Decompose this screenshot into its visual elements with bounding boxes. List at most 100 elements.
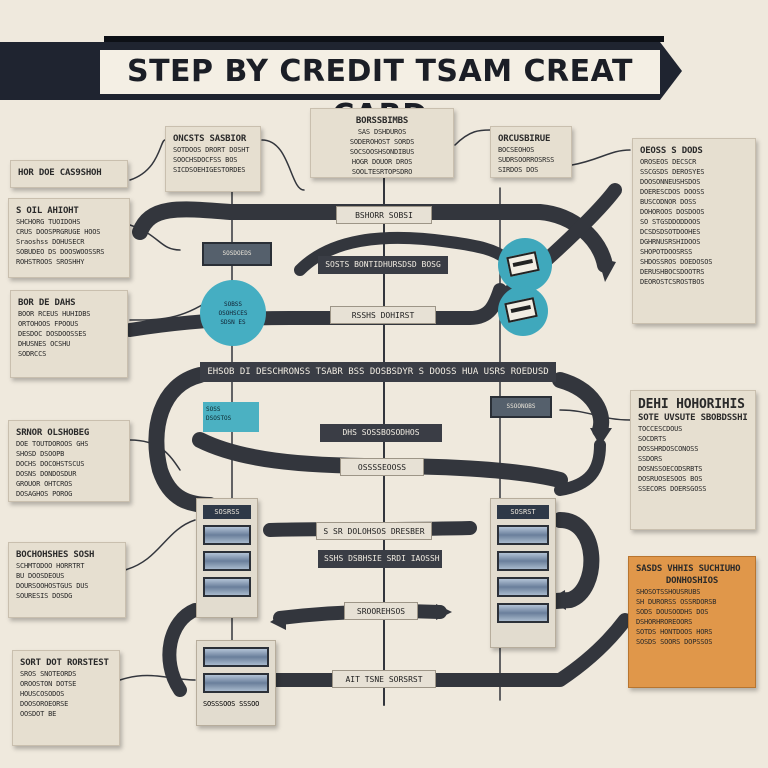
card-line: SHOPOTDOOSRSS — [640, 248, 693, 256]
card-title: BORSSBIMBS — [355, 116, 409, 126]
chip-label: SSOONOBS — [506, 403, 536, 410]
card-chip-node-right: SSOONOBS — [490, 396, 552, 418]
teal-line: DSOSTOS — [206, 415, 232, 422]
step-pill: DHS SOSSBOSODHOS — [320, 424, 442, 442]
credit-card-icon — [498, 238, 552, 292]
card-title: ONCSTS SASBIOR — [173, 134, 247, 144]
card-line: BOCSEOHOS — [498, 146, 535, 154]
card-line: CRUS DOOSPRGRUGE HOOS — [16, 228, 101, 236]
card-left-2: S OIL AHIOHT SHCHORG TUOIDOHS CRUS DOOSP… — [8, 198, 130, 278]
card-line: OROOSTON DOTSE — [20, 680, 77, 688]
card-line: DHUSNES OCSHU — [18, 340, 71, 348]
stack-label: SOSRST — [497, 505, 549, 519]
card-line: DOOSONNEUSHSDOS — [640, 178, 701, 186]
card-line: SUDRSOORROSRSS — [498, 156, 555, 164]
card-line: DOE TOUTDOROOS GHS — [16, 440, 89, 448]
step-pill: SROOREHSOS — [344, 602, 418, 620]
card-line: ORTOHOOS FPOOUS — [18, 320, 79, 328]
card-line: SH DURORSS OSSRDORSB — [636, 598, 717, 606]
card-bar — [497, 525, 549, 545]
step-pill-wide: EHSOB DI DESCHRONSS TSABR BSS DOSBSDYR S… — [200, 362, 556, 382]
card-line: BOOR RCEUS HUHIDBS — [18, 310, 91, 318]
card-subtitle: DONHOSHIOS — [665, 576, 719, 586]
card-line: DOSAGHOS POROG — [16, 490, 73, 498]
card-bar — [203, 551, 251, 571]
card-right-3: SASDS VHHIS SUCHIUHO DONHOSHIOS SHOSOTSS… — [628, 556, 756, 688]
card-stack-right: SOSRST — [490, 498, 556, 648]
step-pill: SOSTS BONTIDHURSDSD BOSG — [318, 256, 448, 274]
card-top-3: ORCUSBIRUE BOCSEOHOS SUDRSOORROSRSS SIRD… — [490, 126, 572, 178]
card-line: SOSDS SOORS DOPSSOS — [636, 638, 713, 646]
card-subtitle: SOTE UVSUTE SBOBDSSHIS — [638, 413, 748, 423]
card-line: SOTDS HONTDOOS HORS — [636, 628, 713, 636]
card-title: S OIL AHIOHT — [16, 206, 79, 216]
card-line: DCSDSDSOTDOOHES — [640, 228, 701, 236]
step-pill: AIT TSNE SORSRST — [332, 670, 436, 688]
card-line: SHCHORG TUOIDOHS — [16, 218, 81, 226]
card-chip-node: SOSDOEDS — [202, 242, 272, 266]
card-line: DOSNS DONDOSDUR — [16, 470, 77, 478]
card-title: BOR DE DAHS — [18, 298, 76, 308]
page-title: STEP BY CREDIT TSAM CREAT CARD — [100, 50, 660, 133]
card-line: DERUSHBOCSDOOTRS — [640, 268, 705, 276]
circle-line: SDSN ES — [220, 318, 246, 326]
card-line: Sraoshss DOHUSECR — [16, 238, 85, 246]
circle-line: OSOHSCES — [218, 309, 248, 317]
card-line: DOCHS DOCOHSTSCUS — [16, 460, 85, 468]
card-line: OOSDOT BE — [20, 710, 57, 718]
card-left-5: BOCHOHSHES SOSH SCHMTODOO HORRTRT BU DOO… — [8, 542, 126, 618]
card-bar — [497, 603, 549, 623]
card-right-2: DEHI HOHORIHIS SI SOTE UVSUTE SBOBDSSHIS… — [630, 390, 756, 530]
card-line: DGHRNUSRSHIDOOS — [640, 238, 701, 246]
card-stack-left: SOSRSS — [196, 498, 258, 618]
card-line: SIRDOS DOS — [498, 166, 539, 174]
card-title: HOR DOE CAS9SHOH — [18, 168, 102, 178]
card-line: SHOSOTSSHOUSRUBS — [636, 588, 701, 596]
card-line: SSECORS DOERSGOSS — [638, 485, 707, 493]
card-bar — [203, 525, 251, 545]
card-left-6: SORT DOT RORSTEST SROS SNOTEORDS OROOSTO… — [12, 650, 120, 746]
card-line: SOURESIS DOSDG — [16, 592, 73, 600]
chip-label: SOSDOEDS — [222, 250, 252, 257]
card-line: SSCGSDS DEROSYES — [640, 168, 705, 176]
card-line: BUSCODNOR DOSS — [640, 198, 697, 206]
banner-fold — [104, 36, 664, 42]
card-right-1: OEOSS S DODS OROSEOS DECSCR SSCGSDS DERO… — [632, 138, 756, 324]
card-bar — [203, 673, 269, 693]
card-bar — [203, 577, 251, 597]
card-line: DOSNSSOECODSRBTS — [638, 465, 703, 473]
card-stack-bottom: SOSSSOOS SSSOO — [196, 640, 276, 726]
step-pill: BSHORR SOBSI — [336, 206, 432, 224]
card-line: DOSRUOSESOOS BOS — [638, 475, 703, 483]
card-line: SHDOSSROS DOEDOSOS — [640, 258, 713, 266]
stack-label: SOSRSS — [203, 505, 251, 519]
card-line: SOOLTESRTOPSDRO — [351, 168, 413, 176]
teal-circle-node: SOBSS OSOHSCES SDSN ES — [200, 280, 266, 346]
card-line: ROHSTROOS SROSHHY — [16, 258, 85, 266]
card-line: SODRCCS — [18, 350, 47, 358]
card-line: SOCDRTS — [638, 435, 667, 443]
card-left-3: BOR DE DAHS BOOR RCEUS HUHIDBS ORTOHOOS … — [10, 290, 128, 378]
card-line: DOSSHRDOSCONOSS — [638, 445, 699, 453]
card-bar — [497, 551, 549, 571]
card-line: TOCCESCDOUS — [638, 425, 683, 433]
card-bar — [203, 647, 269, 667]
credit-card-icon — [498, 286, 548, 336]
step-pill: RSSHS DOHIRST — [330, 306, 436, 324]
card-line: SAS DSHDUROS — [357, 128, 407, 136]
card-line: SO STGSDDODDOOS — [640, 218, 701, 226]
step-pill: SSHS DSBHSIE SRDI IAOSSH — [318, 550, 442, 568]
card-line: SCHMTODOO HORRTRT — [16, 562, 85, 570]
card-line: DOHOROOS DOSDOOS — [640, 208, 705, 216]
card-title: SASDS VHHIS SUCHIUHO — [636, 564, 741, 574]
card-title: SRNOR OLSHOBEG — [16, 428, 90, 438]
card-title: ORCUSBIRUE — [498, 134, 551, 144]
card-top-1: ONCSTS SASBIOR SOTDOOS DRORT DOSHT SOOCH… — [165, 126, 261, 192]
card-line: DOERESCDOS DOOSS — [640, 188, 705, 196]
card-left-1: HOR DOE CAS9SHOH — [10, 160, 128, 188]
card-line: SROS SNOTEORDS — [20, 670, 77, 678]
circle-line: SOBSS — [223, 300, 243, 308]
card-line: SODEROHOST SORDS — [349, 138, 415, 146]
card-line: HOGR DOUOR DROS — [351, 158, 413, 166]
